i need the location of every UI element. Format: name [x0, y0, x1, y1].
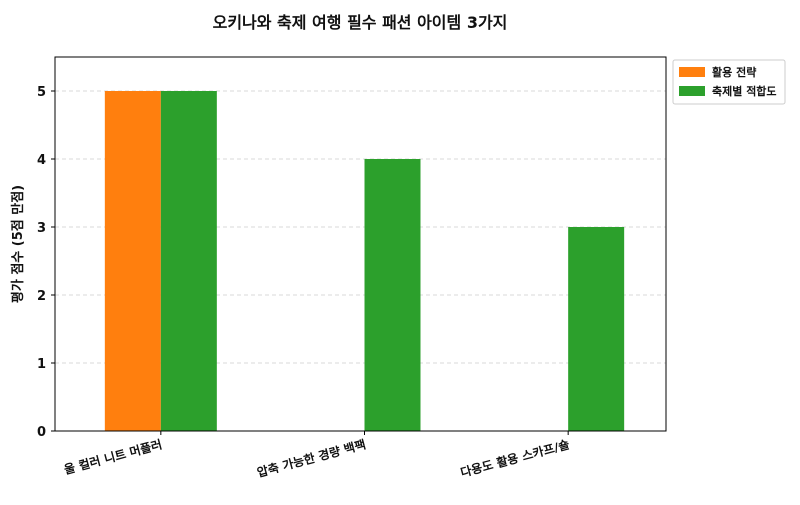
- y-tick-label: 0: [37, 425, 46, 440]
- plot-area-frame: [54, 56, 667, 432]
- y-axis-ticks: 0 1 2 3 4 5: [37, 85, 55, 440]
- chart-title: 오키나와 축제 여행 필수 패션 아이템 3가지: [213, 13, 508, 32]
- x-tick-label: 압축 가능한 경량 백팩: [255, 436, 367, 479]
- x-axis-ticks: 울 컬러 니트 머플러 압축 가능한 경량 백팩 다용도 활용 스카프/숄: [62, 431, 571, 480]
- legend-swatch: [679, 86, 705, 96]
- legend-label: 활용 전략: [712, 65, 756, 79]
- y-tick-label: 3: [37, 221, 46, 236]
- legend-swatch: [679, 67, 705, 77]
- bar-strategy: [104, 91, 161, 431]
- x-tick-label: 울 컬러 니트 머플러: [62, 436, 163, 477]
- bar-suitability: [364, 159, 421, 431]
- y-tick-label: 1: [37, 357, 46, 372]
- bar-suitability: [568, 227, 625, 431]
- legend-label: 축제별 적합도: [712, 84, 777, 98]
- y-tick-label: 4: [37, 153, 46, 168]
- bar-suitability: [160, 91, 217, 431]
- y-axis-label: 평가 점수 (5점 만점): [10, 185, 26, 303]
- y-tick-label: 2: [37, 289, 46, 304]
- x-tick-label: 다용도 활용 스카프/숄: [459, 436, 571, 480]
- bars: [104, 91, 625, 431]
- y-tick-label: 5: [37, 85, 46, 100]
